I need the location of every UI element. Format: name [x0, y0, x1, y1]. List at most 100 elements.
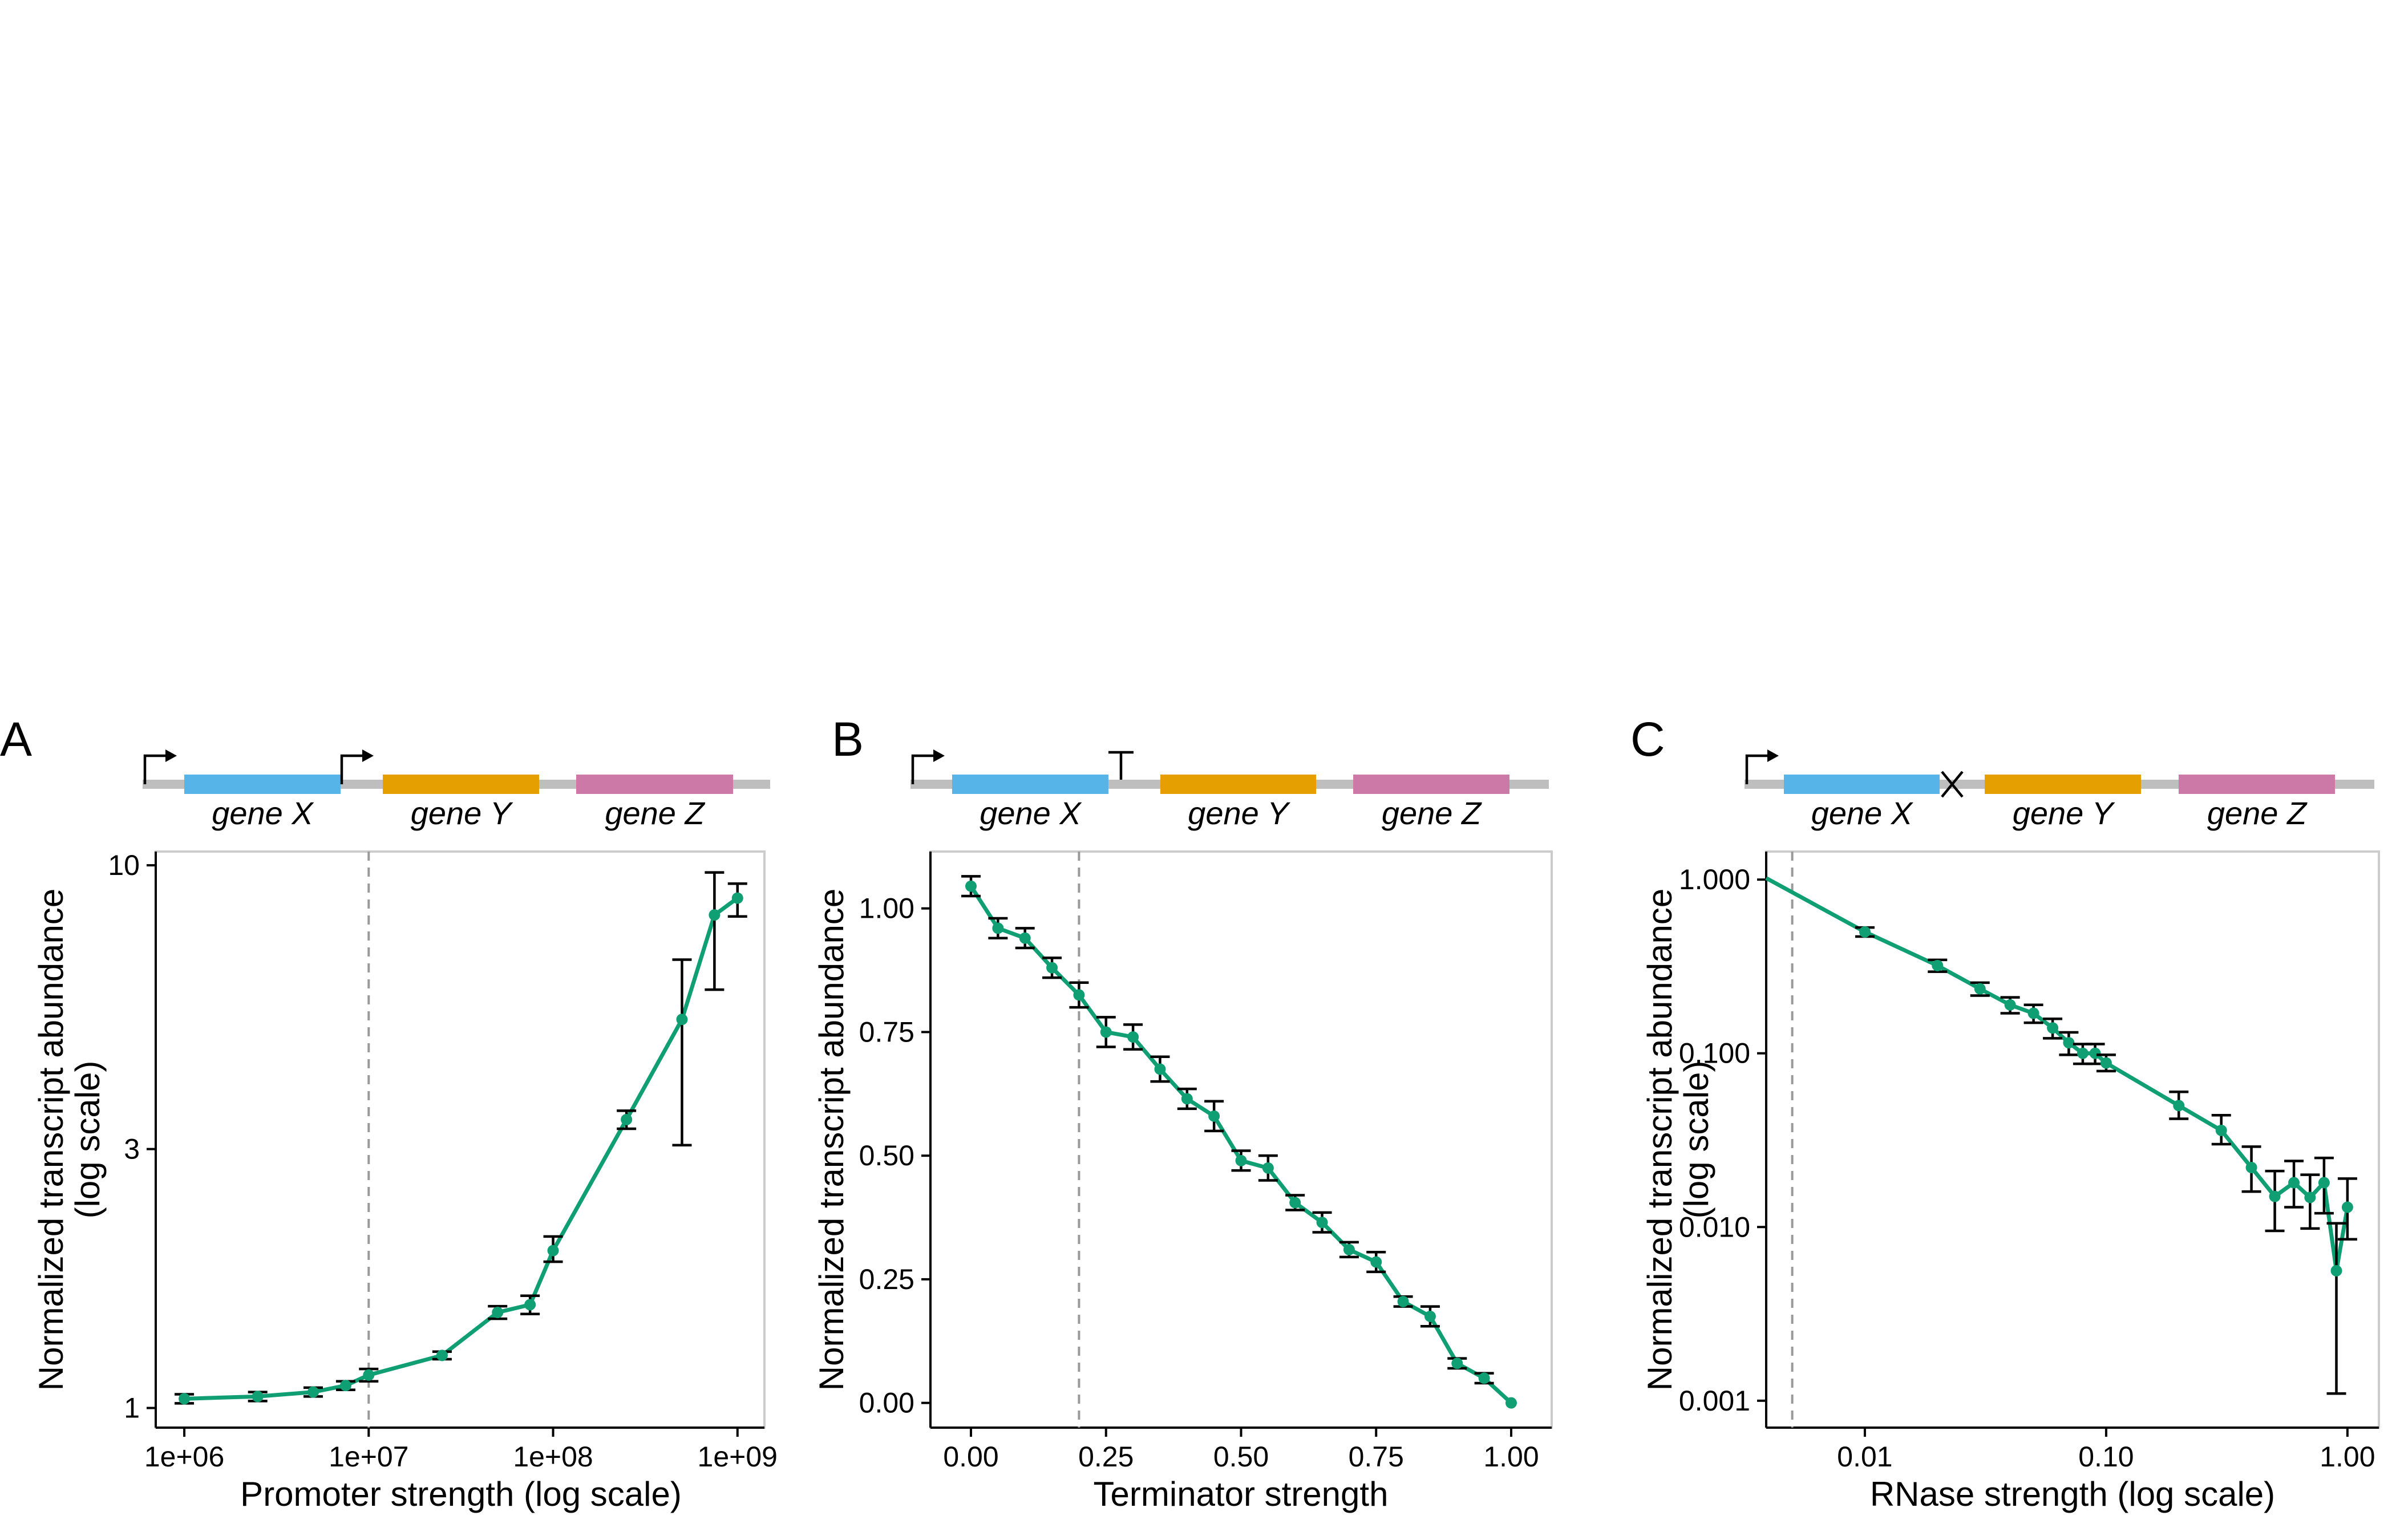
data-point: [2047, 1022, 2059, 1034]
y-tick-label: 1: [124, 1392, 140, 1424]
data-point: [1478, 1372, 1490, 1384]
y-tick-label: 3: [124, 1133, 140, 1165]
x-tick-label: 0.25: [1078, 1441, 1134, 1473]
gene-z-label: gene Z: [1382, 795, 1482, 831]
data-point: [2100, 1057, 2112, 1069]
promoter-arrow-icon: [911, 749, 945, 784]
data-point: [2173, 1100, 2185, 1112]
data-point: [965, 880, 977, 892]
x-tick-label: 0.50: [1213, 1441, 1269, 1473]
data-point: [676, 1014, 688, 1026]
data-point: [1859, 926, 1871, 938]
data-point: [252, 1391, 264, 1403]
gene-x-label: gene X: [212, 795, 314, 831]
gene-x-block: [1784, 775, 1940, 794]
plot-panel: [1765, 850, 2380, 1429]
promoter-arrow-icon: [340, 749, 374, 784]
y-axis-title: Normalized transcript abundance(log scal…: [32, 889, 107, 1391]
x-tick-label: 1e+08: [513, 1441, 593, 1473]
y-tick-label: 1.00: [859, 893, 914, 925]
gene-y-block: [1985, 775, 2141, 794]
data-point: [436, 1349, 448, 1361]
data-point: [1451, 1357, 1463, 1369]
data-point: [2269, 1190, 2281, 1202]
data-point: [1154, 1063, 1166, 1075]
data-point: [1932, 959, 1944, 971]
x-tick-label: 0.75: [1349, 1441, 1404, 1473]
y-tick-label: 1.000: [1679, 864, 1750, 895]
data-point: [1424, 1310, 1436, 1322]
gene-x-block: [184, 775, 341, 794]
x-axis-title: Promoter strength (log scale): [240, 1475, 682, 1513]
data-point: [2330, 1265, 2342, 1276]
gene-y-label: gene Y: [1188, 795, 1290, 831]
y-tick-label: 0.00: [859, 1387, 914, 1419]
data-point: [1181, 1093, 1193, 1105]
data-point: [1370, 1256, 1382, 1268]
gene-y-block: [383, 775, 539, 794]
panel-letter: B: [832, 712, 864, 766]
y-axis-title-line: Normalized transcript abundance: [1641, 889, 1679, 1391]
y-tick-label: 0.010: [1679, 1211, 1750, 1243]
gene-x-label: gene X: [980, 795, 1082, 831]
data-point: [2304, 1192, 2316, 1203]
panel-letter: A: [0, 712, 32, 766]
y-tick-label: 0.75: [859, 1016, 914, 1048]
y-tick-label: 0.001: [1679, 1385, 1750, 1417]
promoter-arrow-icon: [1745, 749, 1779, 784]
error-bar: [2326, 1222, 2346, 1395]
data-point: [2318, 1177, 2330, 1189]
series-line: [184, 896, 739, 1401]
gene-x-block: [952, 775, 1108, 794]
error-bar: [672, 958, 692, 1146]
data-point: [547, 1245, 559, 1257]
data-point: [2288, 1177, 2300, 1189]
x-tick-label: 0.10: [2078, 1441, 2134, 1473]
x-tick-label: 0.01: [1837, 1441, 1892, 1473]
gene-z-block: [1353, 775, 1509, 794]
data-point: [1316, 1217, 1328, 1229]
promoter-arrow-icon: [143, 749, 177, 784]
x-axis-title: Terminator strength: [1094, 1475, 1389, 1513]
data-point: [1505, 1397, 1517, 1409]
y-tick-label: 0.25: [859, 1263, 914, 1295]
data-point: [363, 1369, 375, 1381]
y-axis-title-line: Normalized transcript abundance: [32, 889, 70, 1391]
error-bar: [705, 871, 725, 991]
construct-diagram: gene X gene Y gene Z: [1745, 749, 2374, 831]
data-point: [2215, 1124, 2227, 1136]
data-point: [1073, 989, 1085, 1001]
data-point: [2245, 1161, 2257, 1173]
gene-y-block: [1160, 775, 1316, 794]
data-point: [1100, 1026, 1112, 1038]
gene-z-block: [2179, 775, 2335, 794]
panel-letter: C: [1630, 712, 1665, 766]
data-point: [1289, 1197, 1301, 1209]
y-axis-title-line: Normalized transcript abundance: [812, 889, 851, 1391]
terminator-icon: [1108, 751, 1134, 780]
data-point: [1343, 1243, 1355, 1255]
data-point: [621, 1113, 633, 1125]
y-axis-title: Normalized transcript abundance(log scal…: [1641, 889, 1715, 1391]
data-point: [339, 1380, 351, 1392]
data-point: [2063, 1037, 2075, 1049]
data-point: [1019, 932, 1031, 944]
data-point: [307, 1386, 319, 1398]
construct-diagram: gene X gene Y gene Z: [143, 749, 770, 831]
data-point: [731, 892, 743, 904]
y-tick-label: 0.100: [1679, 1038, 1750, 1069]
x-tick-label: 1.00: [1483, 1441, 1539, 1473]
y-axis-title: Normalized transcript abundance: [812, 889, 851, 1391]
x-axis-title: RNase strength (log scale): [1870, 1475, 2275, 1513]
y-axis-title-line: (log scale): [68, 1061, 107, 1219]
data-point: [2004, 999, 2016, 1011]
data-point: [2089, 1047, 2101, 1059]
y-tick-label: 0.50: [859, 1140, 914, 1172]
x-tick-label: 1e+09: [698, 1441, 778, 1473]
x-tick-label: 1e+07: [329, 1441, 408, 1473]
data-point: [2341, 1201, 2353, 1213]
y-axis-title-line: (log scale): [1677, 1061, 1715, 1219]
